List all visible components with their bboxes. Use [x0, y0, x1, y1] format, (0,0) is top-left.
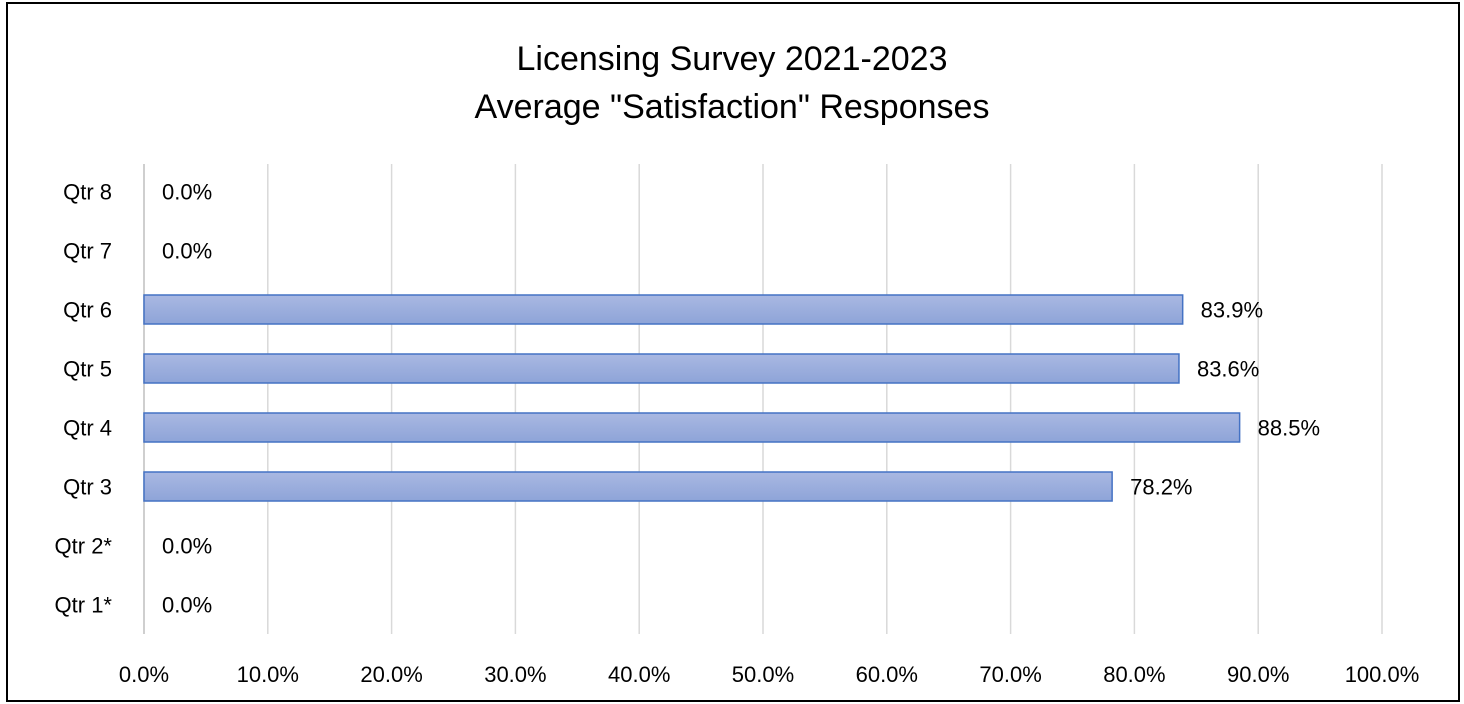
category-label: Qtr 6 — [63, 298, 112, 323]
chart-title-line-1: Licensing Survey 2021-2023 — [517, 40, 948, 78]
bar — [144, 295, 1183, 324]
bar — [144, 472, 1112, 501]
data-label: 0.0% — [162, 239, 212, 264]
category-label: Qtr 4 — [63, 416, 112, 441]
data-label: 0.0% — [162, 534, 212, 559]
x-tick-label: 100.0% — [1345, 662, 1420, 687]
x-tick-label: 0.0% — [119, 662, 169, 687]
gridlines — [144, 164, 1382, 634]
x-tick-label: 20.0% — [360, 662, 422, 687]
bars — [144, 295, 1240, 501]
bar — [144, 354, 1179, 383]
category-labels: Qtr 8 Qtr 7 Qtr 6 Qtr 5 Qtr 4 Qtr 3 Qtr 2* Qtr … — [55, 180, 113, 618]
x-tick-label: 30.0% — [484, 662, 546, 687]
category-label: Qtr 3 — [63, 475, 112, 500]
category-label: Qtr 7 — [63, 239, 112, 264]
data-label: 83.6% — [1197, 357, 1259, 382]
data-labels: 0.0% 0.0% 83.9% 83.6% 88.5% 78.2% 0.0% 0.0% — [162, 180, 1320, 618]
chart-title-line-2: Average "Satisfaction" Responses — [475, 88, 990, 126]
category-label: Qtr 5 — [63, 357, 112, 382]
data-label: 83.9% — [1201, 298, 1263, 323]
x-tick-label: 80.0% — [1103, 662, 1165, 687]
data-label: 88.5% — [1258, 416, 1320, 441]
x-tick-label: 10.0% — [237, 662, 299, 687]
category-label: Qtr 8 — [63, 180, 112, 205]
x-tick-labels: 0.0% 10.0% 20.0% 30.0% 40.0% 50.0% 60.0% 70.0% 8… — [119, 662, 1419, 687]
x-tick-label: 60.0% — [856, 662, 918, 687]
x-tick-label: 70.0% — [979, 662, 1041, 687]
x-tick-label: 50.0% — [732, 662, 794, 687]
bar — [144, 413, 1240, 442]
data-label: 78.2% — [1130, 475, 1192, 500]
x-tick-label: 40.0% — [608, 662, 670, 687]
category-label: Qtr 1* — [55, 593, 113, 618]
data-label: 0.0% — [162, 593, 212, 618]
x-tick-label: 90.0% — [1227, 662, 1289, 687]
data-label: 0.0% — [162, 180, 212, 205]
category-label: Qtr 2* — [55, 534, 113, 559]
